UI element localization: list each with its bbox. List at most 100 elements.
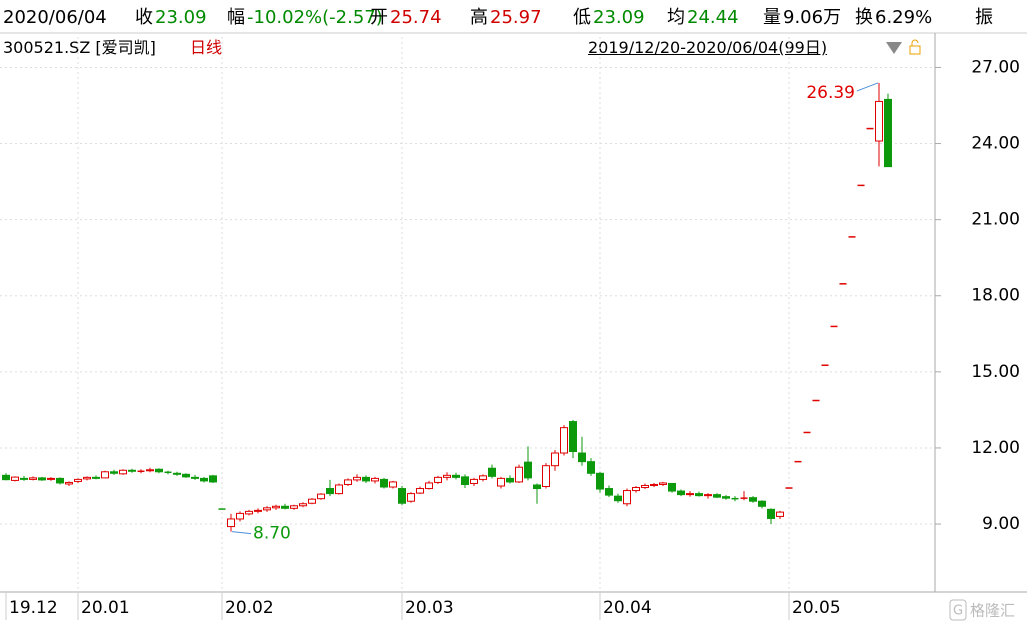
lock-icon[interactable] — [909, 45, 921, 55]
candle-body — [281, 505, 289, 509]
candle-body — [308, 498, 316, 504]
candle-body — [686, 493, 694, 496]
candle-body — [317, 493, 325, 500]
y-tick-label: 12.00 — [971, 438, 1020, 458]
candle-body — [101, 471, 109, 479]
min-label: 8.70 — [253, 524, 291, 544]
candle-body — [290, 505, 298, 509]
candle-body — [695, 493, 703, 497]
x-tick-label: 19.12 — [9, 598, 58, 618]
candle-body — [623, 490, 631, 505]
candle-body — [407, 493, 415, 502]
candle-body — [650, 483, 658, 486]
max-label: 26.39 — [806, 83, 855, 103]
quote-value: 24.44 — [687, 7, 739, 28]
candle-body — [425, 482, 433, 490]
candle-body — [326, 488, 334, 495]
lock-icon-shackle — [911, 39, 919, 46]
candle-body — [146, 469, 154, 472]
candle-body — [533, 484, 541, 490]
y-tick-label: 9.00 — [982, 514, 1020, 534]
quote-label: 低 — [573, 7, 591, 28]
candle-body — [47, 477, 55, 480]
candle-body — [11, 476, 19, 481]
candle-body — [452, 474, 460, 478]
quote-label: 收 — [135, 7, 153, 28]
candle-body — [110, 471, 118, 474]
candle-body — [605, 488, 613, 496]
date-range[interactable]: 2019/12/20-2020/06/04(99日) — [588, 38, 828, 57]
candle-body — [209, 475, 217, 483]
candle-body — [245, 510, 253, 515]
candle-body — [443, 474, 451, 478]
candle-body — [587, 461, 595, 474]
candle-body — [56, 477, 64, 484]
quote-value: -10.02%(-2.57) — [247, 7, 383, 28]
y-tick-label: 27.00 — [971, 57, 1020, 77]
quote-date: 2020/06/04 — [3, 7, 107, 28]
watermark: 格隆汇 — [970, 602, 1015, 620]
x-tick-label: 20.05 — [792, 598, 841, 618]
candle-body — [20, 477, 28, 480]
candle-body — [416, 488, 424, 494]
y-tick-label: 18.00 — [971, 286, 1020, 306]
candle-body — [155, 468, 163, 473]
y-tick-label: 21.00 — [971, 210, 1020, 230]
candle-body — [614, 495, 622, 502]
min-pointer — [231, 531, 252, 535]
candle-body — [713, 494, 721, 498]
quote-value: 25.74 — [390, 7, 442, 28]
candle-body — [569, 421, 577, 452]
candle-body — [191, 476, 199, 479]
candle-body — [641, 484, 649, 489]
y-tick-label: 24.00 — [971, 134, 1020, 154]
quote-label: 幅 — [227, 7, 245, 28]
quote-label: 均 — [667, 7, 685, 28]
candle-body — [299, 503, 307, 507]
candle-body — [551, 452, 559, 467]
candle-body — [83, 476, 91, 480]
candle-body — [677, 490, 685, 496]
candle-body — [335, 484, 343, 495]
quote-value: 23.09 — [155, 7, 207, 28]
period[interactable]: 日线 — [190, 38, 223, 57]
x-tick-label: 20.01 — [81, 598, 130, 618]
candle-body — [200, 477, 208, 482]
candle-body — [560, 427, 568, 454]
range-dropdown[interactable] — [886, 42, 902, 54]
candle-body — [479, 475, 487, 480]
max-pointer — [856, 82, 879, 92]
symbol: 300521.SZ [爱司凯] — [3, 38, 156, 57]
candle-body — [2, 474, 10, 481]
candle-body — [596, 472, 604, 490]
candle-body — [389, 481, 397, 488]
candle-body — [362, 476, 370, 482]
candle-body — [65, 481, 73, 485]
quote-label: 换 — [855, 7, 873, 28]
x-tick-label: 20.03 — [405, 598, 454, 618]
candle-body — [542, 465, 550, 488]
candle-body — [776, 511, 784, 517]
candle-body — [344, 479, 352, 485]
candle-body — [704, 494, 712, 497]
x-tick-label: 20.02 — [225, 598, 274, 618]
candle-body — [263, 507, 271, 511]
candle-body — [173, 472, 181, 475]
candle-body — [524, 461, 532, 479]
quote-label: 高 — [470, 7, 488, 28]
candle-body — [632, 487, 640, 492]
candle-body — [227, 518, 235, 528]
candle-body — [128, 469, 136, 472]
candle-body — [767, 508, 775, 519]
candle-body — [29, 477, 37, 480]
candle-body — [506, 477, 514, 483]
candle-body — [659, 482, 667, 485]
candle-body — [182, 473, 190, 478]
candle-body — [497, 477, 505, 487]
y-tick-label: 15.00 — [971, 362, 1020, 382]
quote-label: 量 — [763, 7, 781, 28]
candle-body — [722, 496, 730, 499]
logo-mark: G — [953, 604, 963, 619]
candle-body — [884, 98, 892, 168]
